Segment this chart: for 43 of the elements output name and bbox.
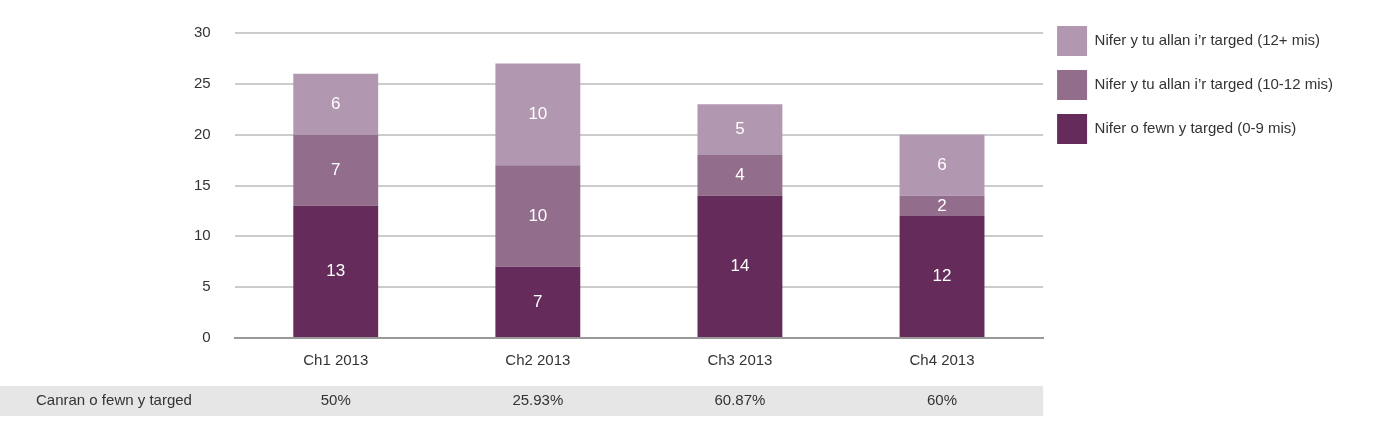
data-label: 7 — [331, 159, 341, 179]
data-label: 2 — [937, 195, 947, 215]
text: 60% — [927, 391, 958, 409]
y-tick-label: 25 — [194, 73, 211, 91]
y-tick-label: 5 — [202, 277, 211, 295]
y-tick-label: 0 — [202, 328, 211, 346]
text: 25.93% — [512, 391, 564, 409]
text: 60.87% — [714, 391, 766, 409]
text: Canran o fewn y targed — [36, 391, 192, 409]
bar — [697, 155, 783, 196]
data-label: 6 — [937, 154, 947, 174]
x-tick-label: Ch4 2013 — [909, 351, 975, 369]
bar — [293, 73, 379, 135]
bar — [697, 195, 783, 337]
data-label: 13 — [326, 261, 346, 281]
legend-label: Nifer y tu allan i’r targed (12+ mis) — [1094, 31, 1321, 49]
y-tick-label: 30 — [194, 23, 211, 41]
data-label: 10 — [528, 104, 548, 124]
bar — [495, 266, 581, 337]
legend-label: Nifer o fewn y targed (0-9 mis) — [1094, 119, 1297, 137]
data-label: 7 — [533, 291, 543, 311]
bar — [293, 134, 379, 206]
bar — [899, 134, 985, 196]
data-label: 12 — [932, 266, 952, 286]
data-label: 14 — [730, 256, 750, 276]
bar — [495, 63, 581, 166]
text: 50% — [320, 391, 351, 409]
y-tick-label: 20 — [194, 124, 211, 142]
y-tick-label: 15 — [194, 175, 211, 193]
bar — [697, 104, 783, 155]
legend-label: Nifer y tu allan i’r targed (10-12 mis) — [1094, 75, 1333, 93]
x-tick-label: Ch2 2013 — [505, 351, 571, 369]
x-tick-label: Ch3 2013 — [707, 351, 773, 369]
bar — [899, 216, 985, 337]
bar — [899, 195, 985, 216]
data-label: 4 — [735, 165, 745, 185]
bar — [495, 165, 581, 267]
x-tick-label: Ch1 2013 — [303, 351, 369, 369]
y-tick-label: 10 — [194, 226, 211, 244]
data-label: 6 — [331, 93, 341, 113]
bar — [293, 205, 379, 337]
data-label: 5 — [735, 119, 745, 139]
data-label: 10 — [528, 205, 548, 225]
